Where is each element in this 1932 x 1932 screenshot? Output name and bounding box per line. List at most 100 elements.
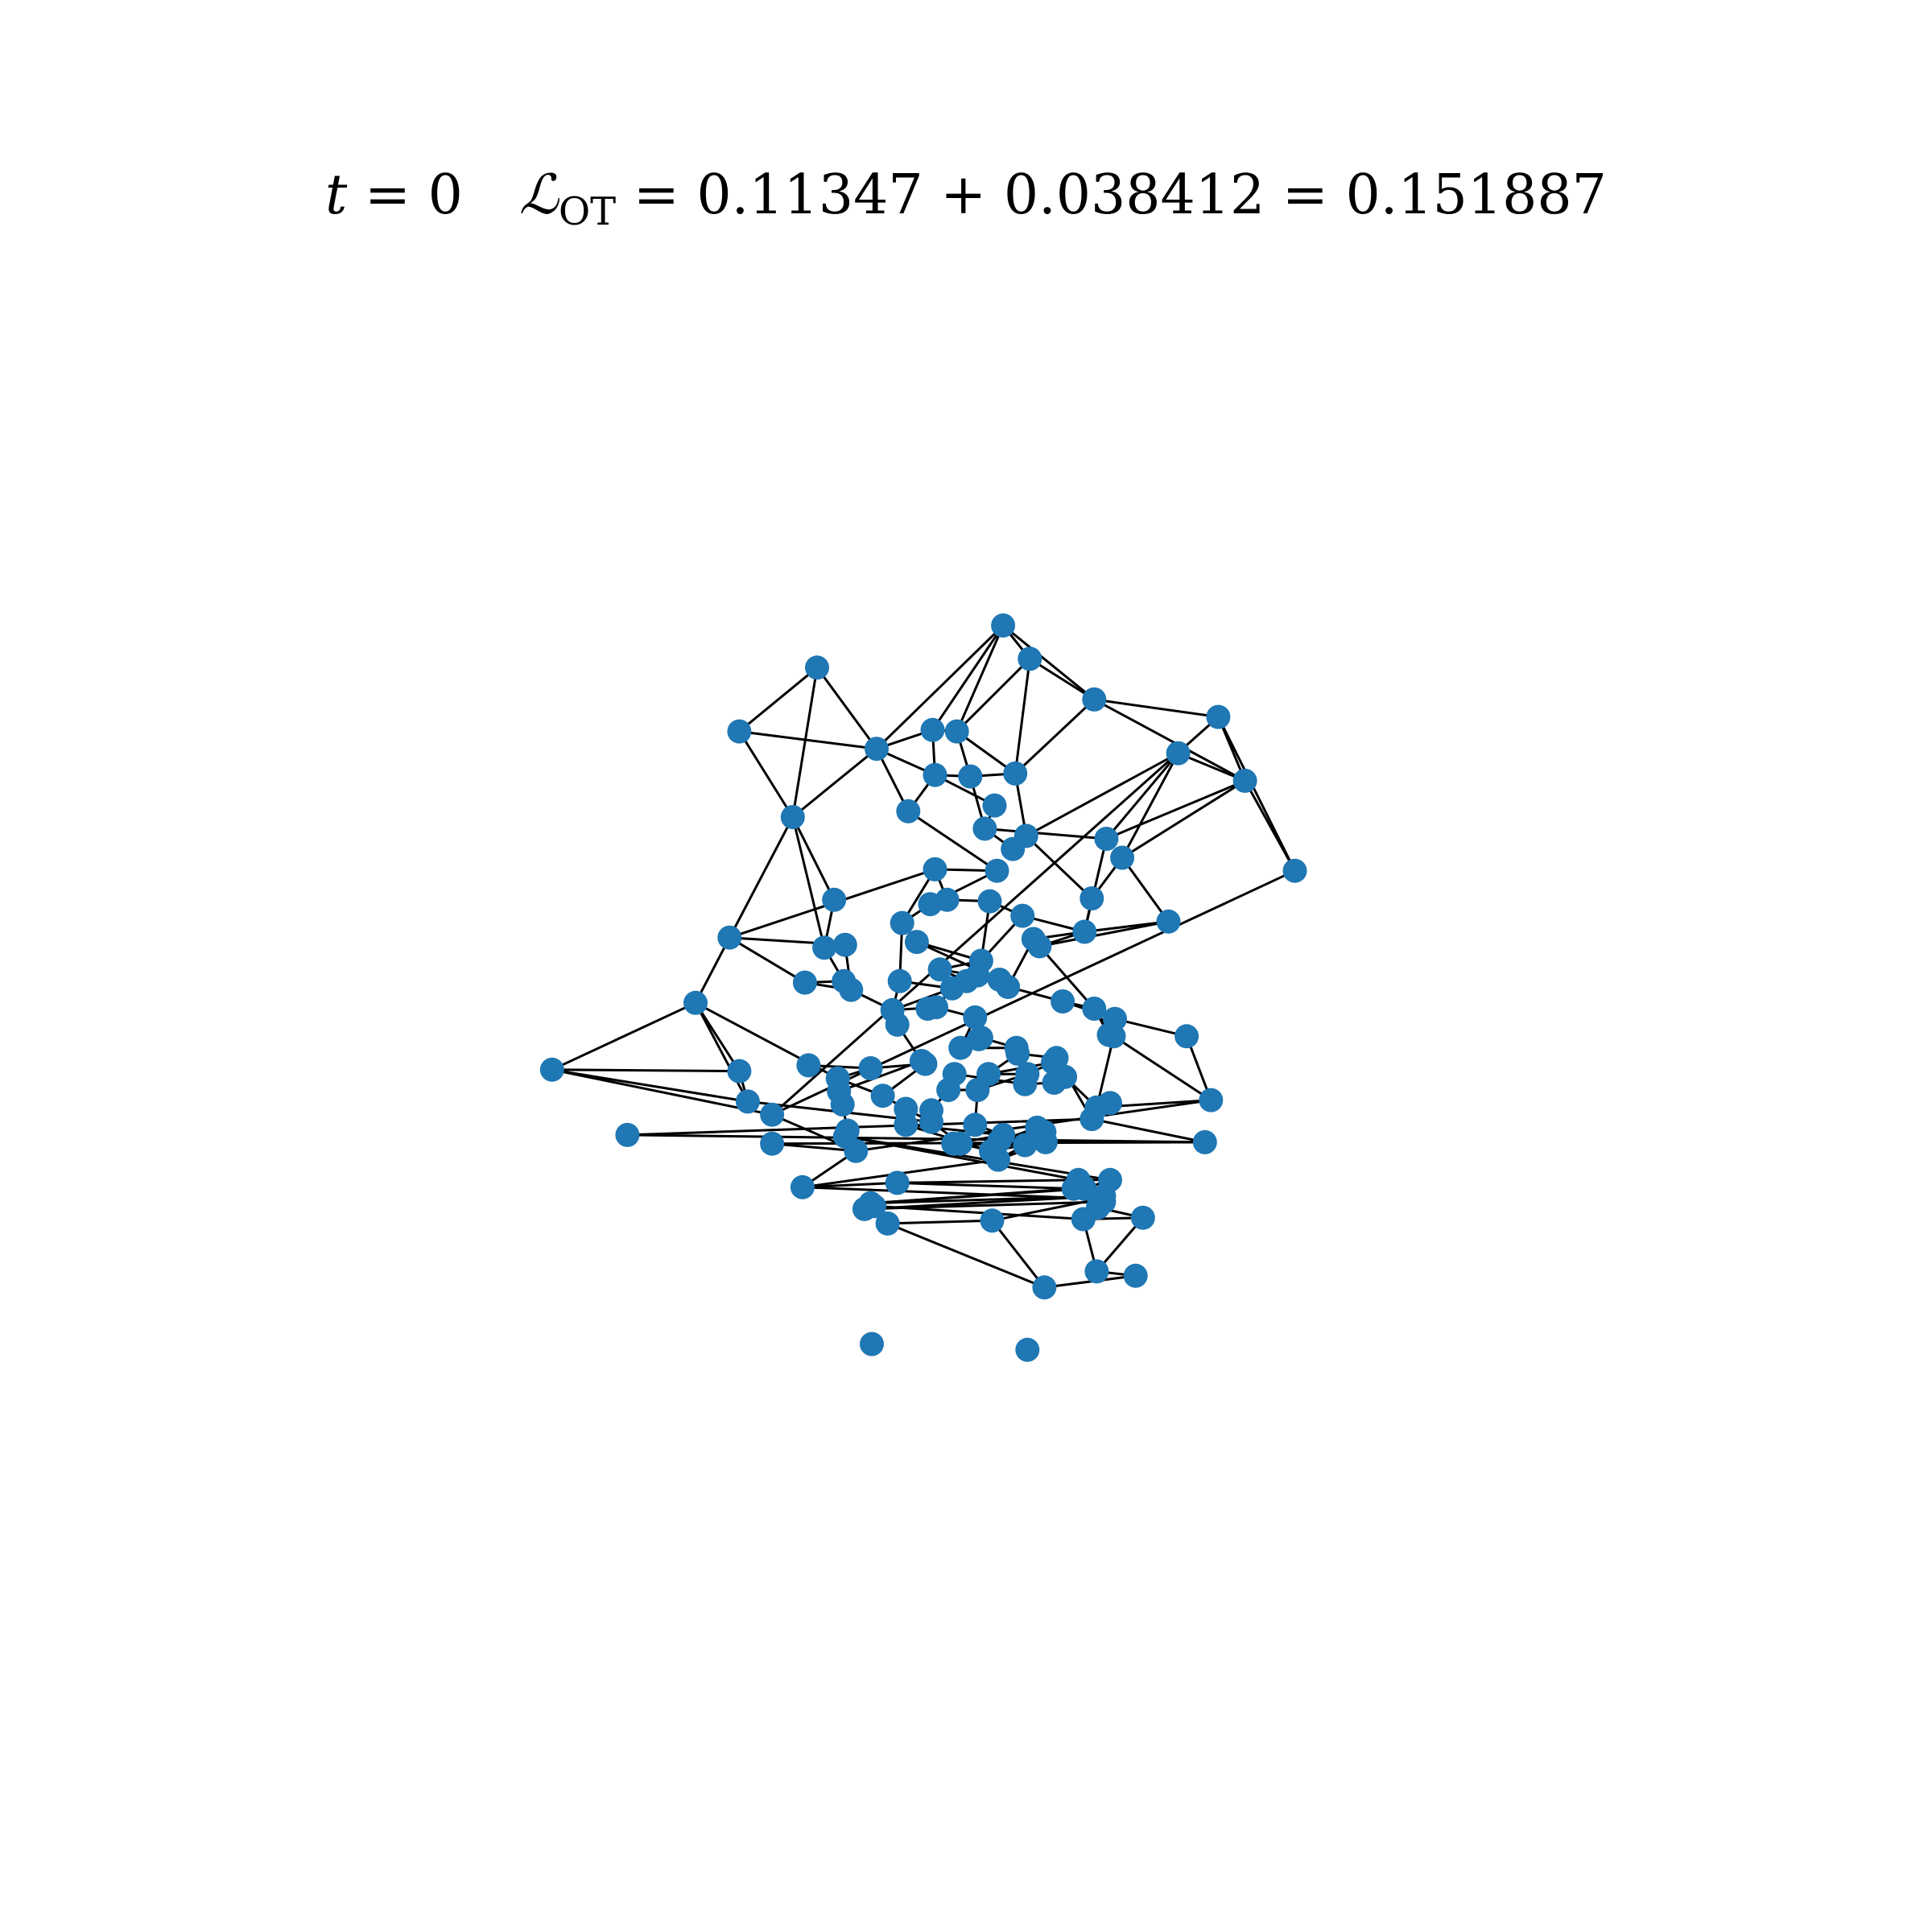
graph-edge xyxy=(1092,698,1220,719)
graph-node xyxy=(924,995,948,1020)
graph-edge xyxy=(737,730,795,819)
graph-edge xyxy=(728,936,807,985)
graph-node xyxy=(913,1051,938,1076)
graph-node xyxy=(980,1208,1005,1233)
graph-node xyxy=(615,1122,640,1147)
graph-edge xyxy=(1038,945,1096,1010)
graph-node xyxy=(1005,1041,1030,1066)
graph-node xyxy=(982,793,1007,818)
graph-node xyxy=(1082,687,1107,712)
graph-node xyxy=(944,719,969,744)
graph-node xyxy=(1156,909,1181,934)
graph-node xyxy=(894,1113,919,1137)
graph-node xyxy=(923,762,947,787)
graph-node xyxy=(1053,1064,1078,1089)
graph-node xyxy=(1094,827,1119,851)
graph-edge xyxy=(815,666,878,750)
graph-node xyxy=(727,1059,752,1084)
title-time-symbol: t xyxy=(325,163,348,227)
graph-edge xyxy=(956,657,1031,733)
graph-edge xyxy=(896,1181,1075,1191)
graph-node xyxy=(985,858,1009,883)
graph-edge xyxy=(1092,698,1247,782)
graph-node xyxy=(977,889,1002,914)
graph-node xyxy=(862,1194,886,1219)
graph-node xyxy=(844,1138,869,1163)
graph-node xyxy=(885,1012,910,1037)
title-loss-symbol: ℒ xyxy=(519,163,560,227)
graph-node xyxy=(1080,1107,1104,1132)
graph-node xyxy=(832,932,857,957)
graph-edge xyxy=(896,1179,1080,1184)
graph-node xyxy=(1206,704,1231,729)
graph-edge xyxy=(1113,1018,1188,1038)
graph-edge xyxy=(1038,920,1170,947)
graph-node xyxy=(760,1131,785,1156)
graph-node xyxy=(1282,858,1307,883)
graph-node xyxy=(887,968,912,993)
graph-edge xyxy=(551,1068,741,1073)
graph-edge xyxy=(1090,1117,1207,1144)
graph-node xyxy=(1082,997,1107,1021)
graph-edge xyxy=(801,1181,899,1189)
graph-edge xyxy=(737,666,819,733)
graph-node xyxy=(780,805,805,829)
graph-node xyxy=(1232,768,1257,793)
graph-node xyxy=(1080,886,1104,910)
graph-edge xyxy=(1121,752,1180,859)
graph-node xyxy=(1013,1071,1038,1096)
graph-node xyxy=(965,963,990,988)
graph-edge xyxy=(1013,657,1031,775)
graph-edge xyxy=(956,624,1005,733)
graph-node xyxy=(1192,1129,1217,1154)
graph-edge xyxy=(991,1219,1046,1289)
graph-edge xyxy=(1028,657,1096,701)
graph-node xyxy=(1130,1205,1155,1230)
graph-edge xyxy=(1244,779,1296,873)
graph-edge xyxy=(906,810,998,873)
graph-node xyxy=(948,1131,973,1156)
graph-edge xyxy=(694,936,731,1005)
graph-node xyxy=(1001,836,1026,861)
graph-node xyxy=(972,816,997,841)
graph-edge xyxy=(551,1068,749,1103)
nodes-layer xyxy=(539,613,1307,1362)
graph-edge xyxy=(770,716,1220,1117)
graph-node xyxy=(1051,989,1075,1013)
graph-node xyxy=(927,957,952,982)
graph-node xyxy=(890,910,914,935)
graph-node xyxy=(1027,934,1052,959)
graph-node xyxy=(858,1056,883,1080)
graph-edge xyxy=(886,1222,1046,1289)
title-loss-subscript: OT xyxy=(559,189,616,234)
graph-edge xyxy=(886,1219,993,1225)
graph-edge xyxy=(1095,1034,1115,1109)
graph-node xyxy=(812,935,837,960)
graph-node xyxy=(904,930,929,955)
graph-edge xyxy=(1104,779,1247,840)
graph-edge xyxy=(1113,1034,1212,1102)
graph-node xyxy=(991,613,1016,638)
graph-node xyxy=(822,887,847,912)
graph-node xyxy=(1033,1129,1058,1154)
graph-edge xyxy=(551,1068,774,1117)
graph-edge xyxy=(1042,1274,1137,1289)
graph-node xyxy=(865,737,889,762)
graph-node xyxy=(1003,761,1028,786)
graph-edge xyxy=(791,666,819,819)
graph-node xyxy=(1166,741,1191,766)
graph-node xyxy=(965,1078,990,1102)
graph-node xyxy=(790,1174,815,1199)
graph-node xyxy=(1174,1024,1199,1049)
graph-edge xyxy=(1001,624,1096,701)
graph-edge xyxy=(791,815,836,902)
graph-node xyxy=(935,887,960,912)
graph-node xyxy=(839,977,864,1002)
graph-edge xyxy=(1025,834,1093,900)
graph-edge xyxy=(931,624,1005,732)
graph-node xyxy=(1013,1133,1038,1158)
graph-node xyxy=(939,976,964,1001)
graph-edge xyxy=(551,1001,697,1071)
graph-node xyxy=(936,1078,961,1102)
graph-node xyxy=(1084,1259,1109,1284)
